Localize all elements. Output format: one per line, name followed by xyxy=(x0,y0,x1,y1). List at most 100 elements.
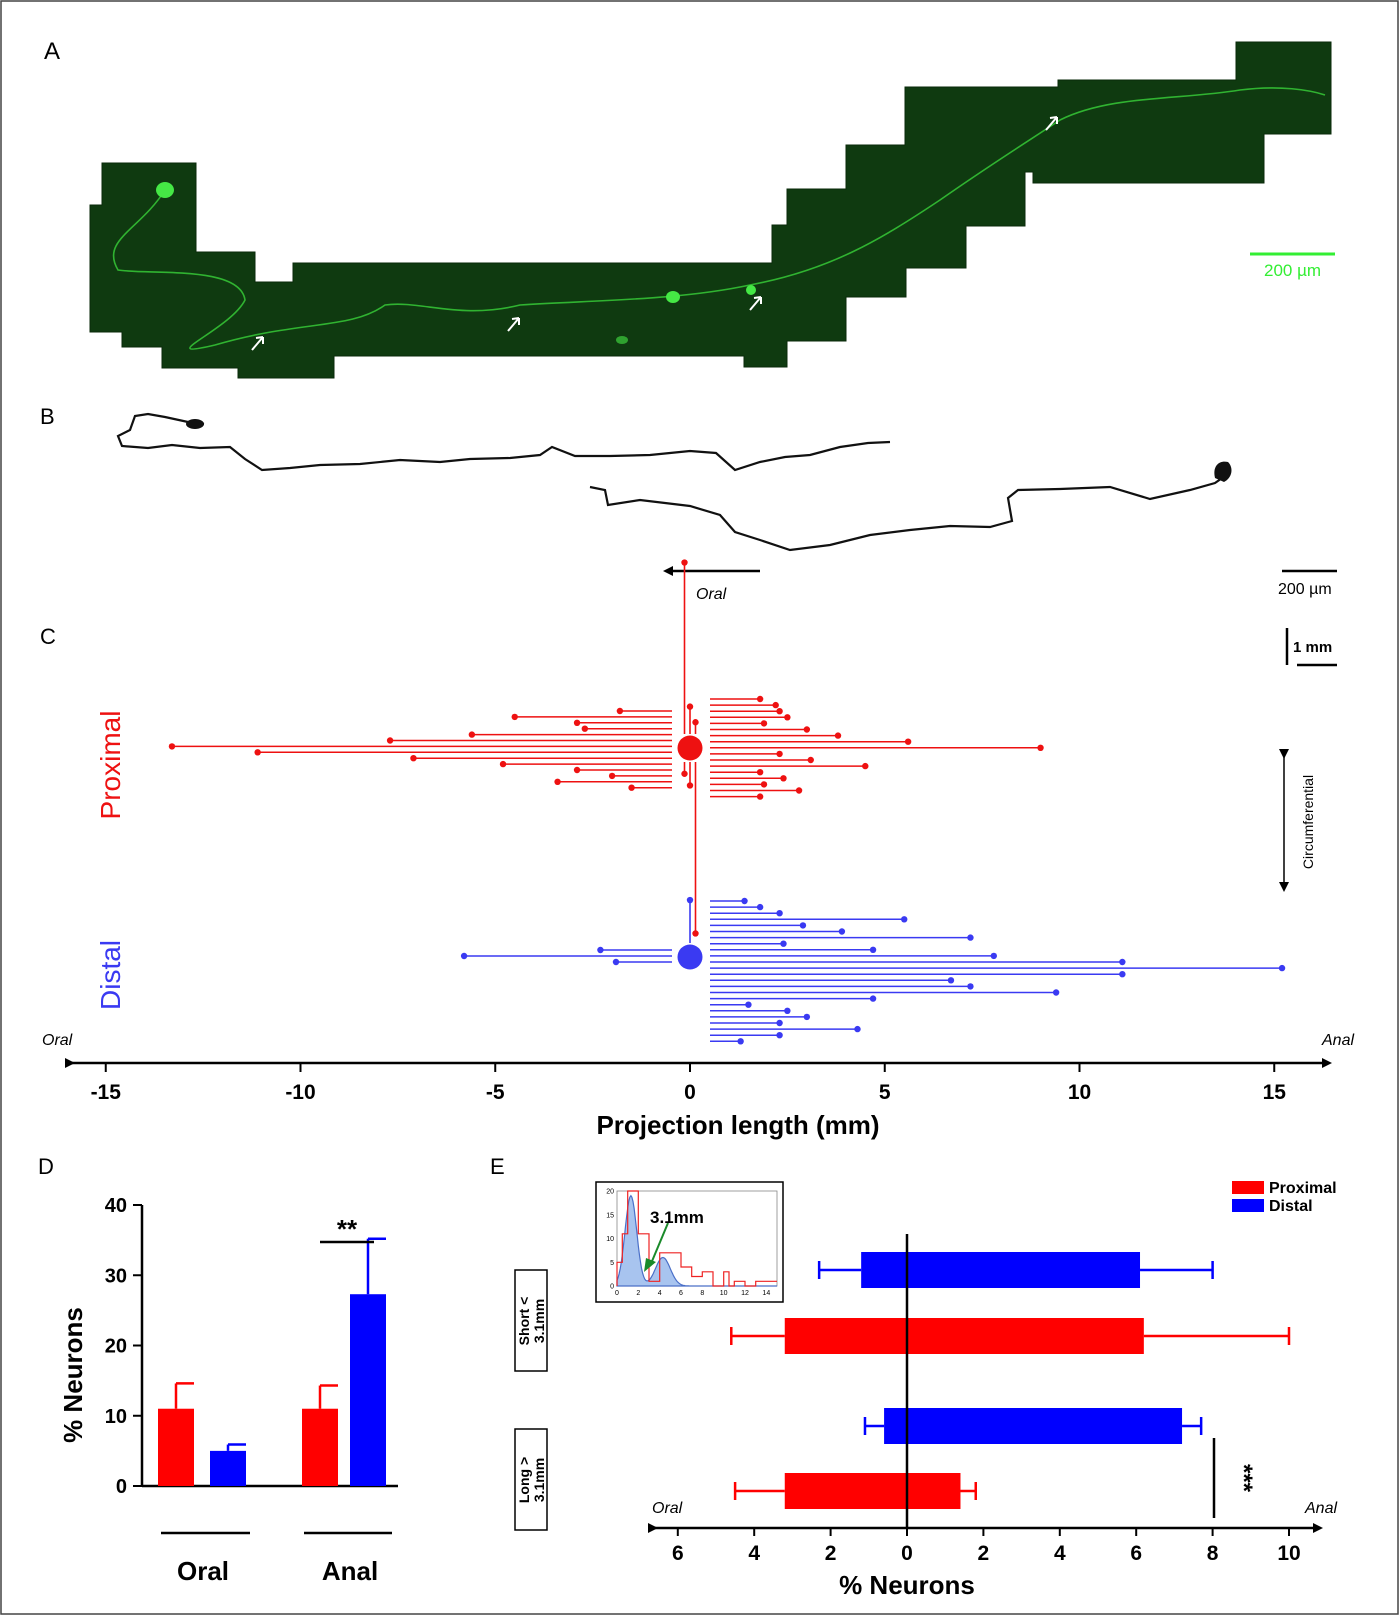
e-tick-label: 4 xyxy=(748,1542,760,1565)
anal-projection-dot xyxy=(1119,958,1126,966)
oral-projection-dot xyxy=(386,737,394,744)
e-bars xyxy=(730,1252,1291,1509)
panel-d: D 0 10 20 30 40 % Neurons ** Oral Anal xyxy=(38,1154,398,1586)
anal-projection-dot xyxy=(1278,964,1286,972)
e-tick-label: 2 xyxy=(825,1542,837,1565)
anal-projection-dot xyxy=(967,983,974,990)
circ-dot-up xyxy=(686,896,694,904)
d-group-label-anal: Anal xyxy=(322,1556,378,1586)
e-tick-label: 6 xyxy=(672,1542,684,1565)
projection-marks xyxy=(168,559,1286,1045)
e-bar xyxy=(784,1473,961,1509)
oral-projection-dot xyxy=(573,719,581,726)
anal-projection-dot xyxy=(834,732,842,739)
inset-x-tick-label: 8 xyxy=(700,1290,704,1297)
anal-projection-dot xyxy=(760,720,768,727)
anal-projection-dot xyxy=(947,977,955,984)
anal-projection-dot xyxy=(776,910,783,917)
oral-projection-dot xyxy=(511,713,518,721)
inset-histogram-line xyxy=(616,1190,777,1287)
circ-dot-up xyxy=(692,719,699,726)
anal-projection-dot xyxy=(1119,971,1126,978)
anal-projection-dot xyxy=(803,726,811,733)
anal-projection-dot xyxy=(772,701,779,709)
e-inset-histogram: 0 2 4 6 8 10 12 14 0 5 10 15 20 3.1mm xyxy=(595,1181,784,1303)
e-bar xyxy=(884,1408,1183,1444)
inset-x-tick-label: 14 xyxy=(762,1290,770,1297)
inset-x-tick-label: 6 xyxy=(679,1290,683,1297)
category-label-long: Long >3.1mm xyxy=(516,1457,547,1503)
oral-projection-dot xyxy=(468,731,476,738)
d-group-label-oral: Oral xyxy=(177,1556,229,1586)
arrow-icon xyxy=(251,116,1058,351)
oral-projection-dot xyxy=(573,766,581,774)
panel-c-label: C xyxy=(40,624,56,649)
legend-label-distal: Distal xyxy=(1269,1198,1313,1215)
anal-projection-dot xyxy=(854,1025,861,1033)
d-bar xyxy=(302,1408,338,1486)
d-y-axis-title: % Neurons xyxy=(58,1307,88,1443)
oral-projection-dot xyxy=(616,707,624,715)
projection-axis-ticks: -15 -10 -5 0 5 10 15 xyxy=(91,1063,1286,1104)
d-y-tick-label: 10 xyxy=(105,1406,127,1428)
e-tick-label: 8 xyxy=(1207,1542,1219,1565)
category-box-long xyxy=(514,1428,548,1531)
inset-annotation: 3.1mm xyxy=(650,1208,704,1227)
category-label-short: Short <3.1mm xyxy=(516,1297,547,1346)
anal-projection-dot xyxy=(807,756,814,764)
category-box-short xyxy=(514,1269,548,1372)
distal-soma xyxy=(677,944,703,970)
anal-projection-dot xyxy=(780,775,787,782)
scale-bar-label: 200 µm xyxy=(1278,581,1332,598)
anal-projection-dot xyxy=(784,714,791,721)
anal-projection-dot xyxy=(776,708,783,715)
d-bar xyxy=(158,1408,194,1486)
inset-x-tick-label: 2 xyxy=(636,1290,640,1297)
scale-bar-label: 200 µm xyxy=(1264,261,1321,280)
neuron-fiber xyxy=(112,87,1326,350)
inset-x-tick-label: 4 xyxy=(658,1290,662,1297)
e-tick-label: 6 xyxy=(1130,1542,1142,1565)
scale-bar-label: 1 mm xyxy=(1293,639,1332,656)
neuron-trace-distal xyxy=(589,475,1226,552)
circumferential-label: Circumferential xyxy=(1300,775,1316,869)
panel-e-label: E xyxy=(490,1154,505,1179)
anal-projection-dot xyxy=(776,1032,783,1039)
e-tick-label: 2 xyxy=(978,1542,990,1565)
anal-projection-dot xyxy=(756,793,764,800)
anal-projection-dot xyxy=(737,1038,744,1045)
d-y-tick-label: 20 xyxy=(105,1336,127,1358)
anal-projection-dot xyxy=(901,916,908,923)
d-bar xyxy=(350,1294,386,1486)
anal-projection-dot xyxy=(799,922,807,929)
circ-dot-up xyxy=(686,703,694,710)
soma-proximal xyxy=(186,419,204,429)
e-tick-label: 10 xyxy=(1277,1542,1300,1565)
cell-bodies xyxy=(156,182,756,344)
panel-d-label: D xyxy=(38,1154,54,1179)
inset-y-tick-label: 20 xyxy=(606,1189,614,1196)
oral-projection-dot xyxy=(608,772,616,780)
panel-e: E Proximal Distal Short <3.1mm Long >3.1… xyxy=(490,1154,1337,1600)
e-significance-label: *** xyxy=(1230,1464,1257,1493)
circ-dot-down xyxy=(692,930,699,937)
anal-projection-dot xyxy=(776,750,783,758)
microscopy-montage xyxy=(89,41,1332,379)
anal-projection-dot xyxy=(756,769,764,776)
e-bar xyxy=(784,1318,1144,1354)
d-y-tick-label: 30 xyxy=(105,1265,127,1287)
anal-projection-dot xyxy=(741,897,748,905)
anal-projection-dot xyxy=(756,695,764,703)
d-y-tick-label: 0 xyxy=(116,1476,127,1498)
oral-projection-dot xyxy=(254,749,261,756)
anal-projection-dot xyxy=(1037,744,1044,751)
anal-projection-dot xyxy=(1052,989,1060,996)
neuron-trace-proximal xyxy=(116,412,891,472)
inset-y-tick-label: 0 xyxy=(610,1284,614,1291)
anal-projection-dot xyxy=(967,934,974,941)
c-tick-label: -5 xyxy=(486,1081,505,1104)
anal-projection-dot xyxy=(869,995,877,1002)
inset-arrow-head xyxy=(644,1258,656,1272)
